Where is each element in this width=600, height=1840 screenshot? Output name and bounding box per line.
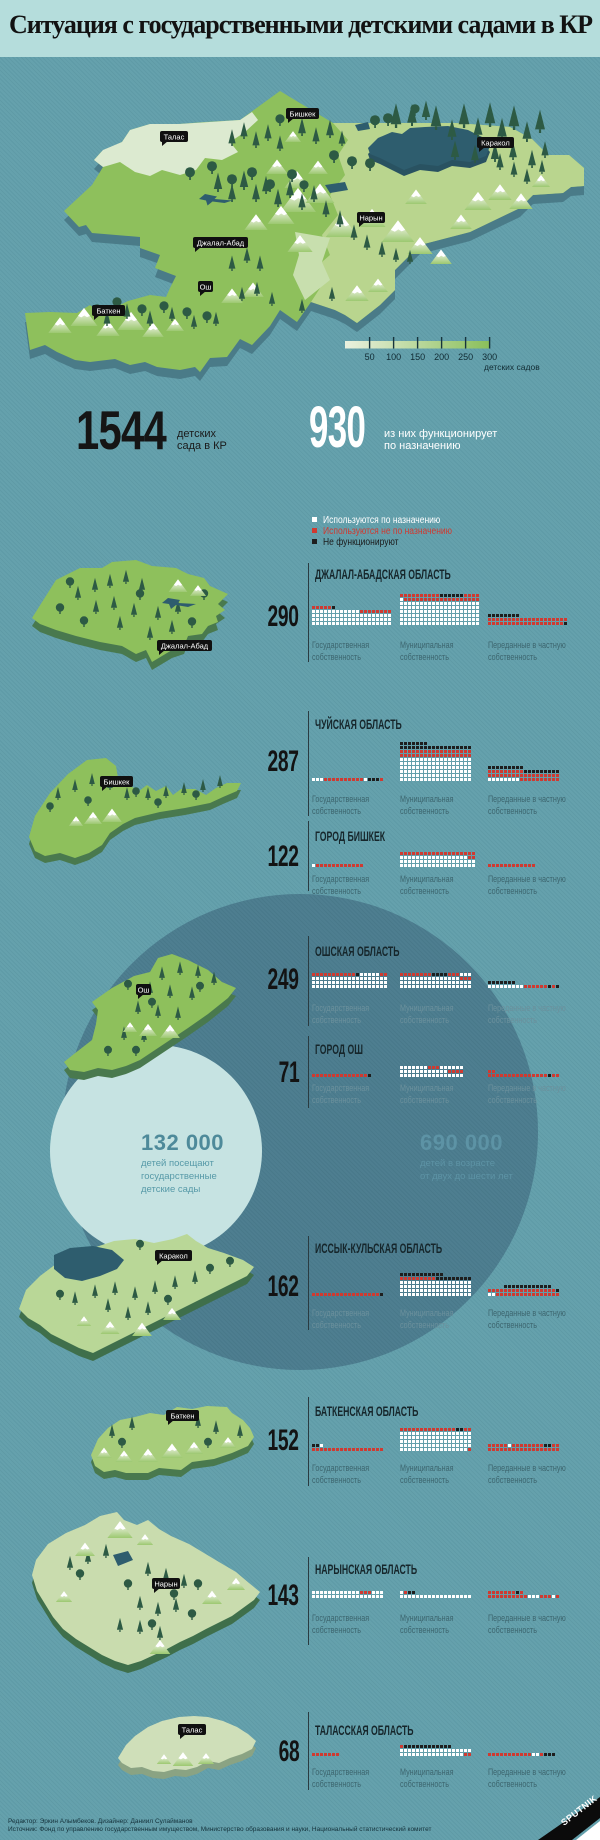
svg-text:Бишкек: Бишкек — [104, 778, 131, 787]
svg-text:Нарын: Нарын — [359, 214, 382, 223]
svg-text:Бишкек: Бишкек — [290, 110, 317, 119]
svg-text:100: 100 — [386, 352, 401, 362]
svg-text:200: 200 — [434, 352, 449, 362]
svg-text:Каракол: Каракол — [481, 139, 510, 148]
svg-text:Джалал-Абад: Джалал-Абад — [161, 642, 209, 651]
svg-text:Баткен: Баткен — [96, 307, 120, 316]
svg-text:150: 150 — [410, 352, 425, 362]
svg-text:Ош: Ош — [200, 283, 212, 292]
svg-text:300: 300 — [482, 352, 497, 362]
svg-text:Каракол: Каракол — [159, 1252, 188, 1261]
svg-text:50: 50 — [365, 352, 375, 362]
svg-text:Талас: Талас — [164, 133, 185, 142]
svg-text:Нарын: Нарын — [154, 1580, 177, 1589]
svg-text:250: 250 — [458, 352, 473, 362]
svg-text:Баткен: Баткен — [170, 1412, 194, 1421]
svg-text:детских садов: детских садов — [484, 362, 540, 372]
svg-text:Талас: Талас — [182, 1726, 203, 1735]
svg-text:Джалал-Абад: Джалал-Абад — [197, 239, 245, 248]
svg-text:Ош: Ош — [138, 986, 150, 995]
